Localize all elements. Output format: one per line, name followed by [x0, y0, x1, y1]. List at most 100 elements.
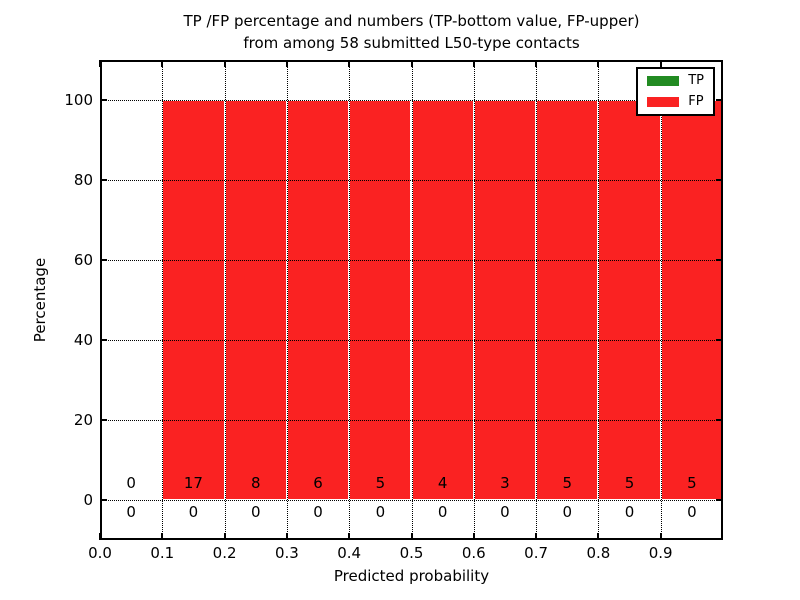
tick-right-80 — [716, 179, 723, 181]
gridline-x-0.8 — [598, 60, 600, 540]
tick-top-0.9 — [659, 60, 662, 67]
gridline-x-0.6 — [473, 60, 475, 540]
tick-bottom-0.0 — [99, 533, 101, 540]
x-tick-label-0.9: 0.9 — [648, 544, 673, 562]
tick-top-0.3 — [285, 60, 288, 67]
legend-swatch-fp — [647, 97, 680, 107]
y-tick-label-0: 0 — [83, 491, 93, 509]
tick-top-0.4 — [348, 60, 351, 67]
x-tick-label-0.5: 0.5 — [399, 544, 424, 562]
tick-top-0.0 — [99, 60, 101, 67]
x-tick-label-0.4: 0.4 — [337, 544, 362, 562]
y-tick-label-80: 80 — [73, 171, 93, 189]
bar-fp — [598, 100, 661, 500]
tick-left-20 — [100, 419, 107, 421]
bar-fp — [286, 100, 350, 500]
tp-count-label: 0 — [562, 503, 573, 521]
tick-top-0.7 — [535, 60, 538, 67]
gridline-x-0.5 — [411, 60, 413, 540]
fp-count-label: 5 — [687, 474, 697, 492]
tick-top-0.6 — [472, 60, 475, 67]
tick-left-0 — [100, 499, 107, 501]
tick-right-100 — [716, 99, 723, 101]
tick-left-40 — [100, 339, 107, 341]
tick-top-0.2 — [223, 60, 226, 67]
y-axis-label: Percentage — [31, 257, 49, 343]
gridline-x-0.4 — [349, 60, 351, 540]
tick-bottom-0.6 — [472, 533, 475, 540]
fp-count-label: 6 — [313, 474, 323, 492]
x-tick-label-0.6: 0.6 — [461, 544, 486, 562]
tick-right-40 — [716, 339, 723, 341]
fp-count-label: 5 — [562, 474, 573, 492]
tick-right-20 — [716, 419, 723, 421]
fp-count-label: 17 — [183, 474, 203, 492]
chart-title: TP /FP percentage and numbers (TP-bottom… — [100, 10, 723, 54]
legend-item-fp: FP — [647, 95, 704, 109]
fp-count-label: 5 — [624, 474, 635, 492]
gridline-x-0.2 — [224, 60, 226, 540]
tick-left-100 — [100, 99, 107, 101]
tick-bottom-0.9 — [659, 533, 662, 540]
legend-swatch-tp — [647, 76, 680, 86]
tp-count-label: 0 — [313, 503, 323, 521]
tick-top-0.5 — [410, 60, 413, 67]
tick-bottom-0.3 — [285, 533, 288, 540]
legend-label-fp: FP — [688, 94, 704, 109]
tick-bottom-0.4 — [348, 533, 351, 540]
bar-fp — [224, 100, 287, 500]
tp-count-label: 0 — [126, 503, 136, 521]
tick-left-80 — [100, 179, 107, 181]
tick-bottom-0.1 — [161, 533, 164, 540]
x-tick-label-0.0: 0.0 — [88, 544, 112, 562]
tick-left-60 — [100, 259, 107, 261]
tick-right-60 — [716, 259, 723, 261]
gridline-x-0.1 — [162, 60, 164, 540]
fp-count-label: 5 — [375, 474, 386, 492]
tp-count-label: 0 — [500, 503, 510, 521]
fp-count-label: 0 — [126, 474, 136, 492]
gridline-x-0.7 — [536, 60, 538, 540]
gridline-x-0.9 — [660, 60, 662, 540]
bar-fp — [473, 100, 537, 500]
chart-title-line1: TP /FP percentage and numbers (TP-bottom… — [183, 12, 640, 30]
bar-fp — [536, 100, 599, 500]
x-tick-label-0.2: 0.2 — [212, 544, 237, 562]
fp-count-label: 3 — [500, 474, 510, 492]
tp-count-label: 0 — [188, 503, 199, 521]
tp-count-label: 0 — [250, 503, 261, 521]
tp-count-label: 0 — [687, 503, 697, 521]
x-tick-label-0.8: 0.8 — [586, 544, 611, 562]
y-tick-label-100: 100 — [64, 91, 93, 109]
fp-count-label: 4 — [437, 474, 448, 492]
tick-bottom-0.5 — [410, 533, 413, 540]
tick-right-0 — [716, 499, 723, 501]
y-tick-label-40: 40 — [73, 331, 93, 349]
bar-fp — [162, 100, 225, 500]
tick-bottom-0.2 — [223, 533, 226, 540]
bar-fp — [349, 100, 412, 500]
plot-area: TP FP 0 0 0 0 0 0 0 0 0 0 0 17 8 6 5 4 3 5 5 5 — [99, 60, 723, 540]
fp-count-label: 8 — [250, 474, 261, 492]
tp-count-label: 0 — [437, 503, 448, 521]
gridline-x-0.3 — [286, 60, 288, 540]
tp-count-label: 0 — [375, 503, 386, 521]
x-axis-label: Predicted probability — [333, 567, 490, 585]
tick-bottom-0.8 — [597, 533, 600, 540]
tp-count-label: 0 — [624, 503, 635, 521]
x-tick-label-0.1: 0.1 — [150, 544, 175, 562]
x-tick-label-0.7: 0.7 — [524, 544, 549, 562]
y-tick-label-20: 20 — [73, 411, 93, 429]
legend-label-tp: TP — [688, 73, 704, 88]
x-tick-label-0.3: 0.3 — [274, 544, 299, 562]
legend-item-tp: TP — [647, 74, 704, 88]
tick-top-0.1 — [161, 60, 164, 67]
y-tick-label-60: 60 — [73, 251, 93, 269]
tick-top-0.8 — [597, 60, 600, 67]
tick-bottom-0.7 — [535, 533, 538, 540]
bar-fp — [660, 100, 723, 500]
legend: TP FP — [636, 67, 715, 116]
bar-fp — [411, 100, 474, 500]
chart-title-line2: from among 58 submitted L50-type contact… — [243, 34, 580, 52]
